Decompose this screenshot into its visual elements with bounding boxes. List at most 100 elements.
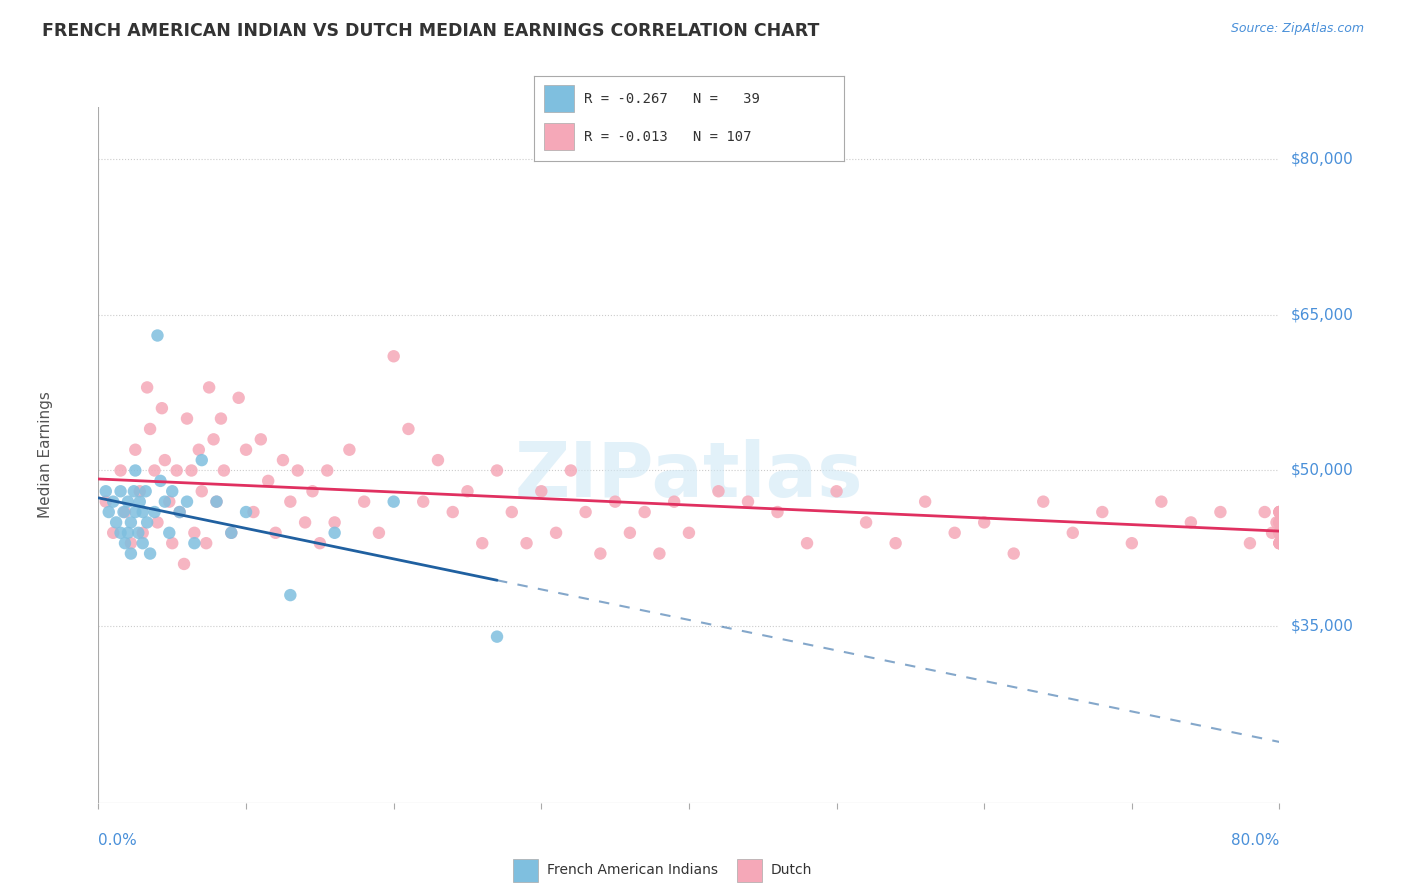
- Point: [1268, 525, 1291, 540]
- Point: [486, 630, 509, 644]
- Point: [202, 433, 225, 447]
- Point: [146, 516, 169, 530]
- Point: [112, 505, 135, 519]
- Text: FRENCH AMERICAN INDIAN VS DUTCH MEDIAN EARNINGS CORRELATION CHART: FRENCH AMERICAN INDIAN VS DUTCH MEDIAN E…: [42, 22, 820, 40]
- Point: [589, 547, 612, 561]
- Point: [1268, 516, 1291, 530]
- Point: [132, 525, 155, 540]
- Point: [110, 525, 132, 540]
- Point: [707, 484, 730, 499]
- Bar: [544, 85, 575, 112]
- Point: [1268, 516, 1291, 530]
- Point: [1268, 536, 1291, 550]
- Point: [486, 463, 509, 477]
- Point: [323, 516, 346, 530]
- Point: [97, 505, 120, 519]
- Point: [183, 536, 205, 550]
- Point: [187, 442, 209, 457]
- Point: [209, 411, 232, 425]
- Point: [235, 505, 257, 519]
- Point: [176, 494, 198, 508]
- Text: 80.0%: 80.0%: [1232, 833, 1279, 848]
- Point: [166, 463, 188, 477]
- Point: [1268, 525, 1291, 540]
- Point: [825, 484, 848, 499]
- Point: [157, 525, 180, 540]
- Point: [278, 588, 302, 602]
- Point: [103, 494, 125, 508]
- Point: [294, 516, 316, 530]
- Point: [153, 494, 176, 508]
- Point: [157, 494, 180, 508]
- Point: [287, 463, 309, 477]
- Point: [135, 484, 157, 499]
- Point: [198, 380, 221, 394]
- Point: [117, 494, 139, 508]
- Point: [103, 525, 125, 540]
- Point: [1261, 525, 1284, 540]
- Point: [309, 536, 332, 550]
- Point: [1180, 516, 1202, 530]
- Point: [796, 536, 818, 550]
- Point: [128, 494, 150, 508]
- Point: [544, 525, 567, 540]
- Point: [1062, 525, 1084, 540]
- Point: [1268, 516, 1291, 530]
- Point: [471, 536, 494, 550]
- Point: [855, 516, 877, 530]
- Point: [127, 525, 149, 540]
- Point: [1268, 505, 1291, 519]
- Point: [973, 516, 995, 530]
- Point: [169, 505, 191, 519]
- Point: [124, 505, 146, 519]
- Point: [1268, 536, 1291, 550]
- Text: Source: ZipAtlas.com: Source: ZipAtlas.com: [1230, 22, 1364, 36]
- Point: [1268, 505, 1291, 519]
- Text: French American Indians: French American Indians: [547, 863, 718, 877]
- Text: $80,000: $80,000: [1291, 152, 1354, 167]
- Text: ZIPatlas: ZIPatlas: [515, 439, 863, 513]
- Point: [146, 328, 169, 343]
- Point: [173, 557, 195, 571]
- Point: [136, 516, 159, 530]
- Point: [94, 484, 117, 499]
- Point: [191, 453, 214, 467]
- Point: [1268, 536, 1291, 550]
- Point: [323, 525, 346, 540]
- Point: [120, 547, 142, 561]
- Point: [120, 536, 142, 550]
- Text: $50,000: $50,000: [1291, 463, 1354, 478]
- Point: [560, 463, 582, 477]
- Point: [176, 411, 198, 425]
- Point: [143, 463, 166, 477]
- Point: [219, 525, 242, 540]
- Point: [124, 442, 146, 457]
- Point: [205, 494, 228, 508]
- Point: [212, 463, 235, 477]
- Point: [180, 463, 202, 477]
- Point: [162, 484, 183, 499]
- Point: [183, 525, 205, 540]
- Point: [242, 505, 264, 519]
- Point: [120, 516, 142, 530]
- Point: [396, 422, 419, 436]
- Point: [884, 536, 907, 550]
- Point: [501, 505, 523, 519]
- Point: [139, 422, 162, 436]
- Point: [136, 380, 159, 394]
- Point: [427, 453, 450, 467]
- Point: [1254, 505, 1277, 519]
- Point: [271, 453, 294, 467]
- Point: [914, 494, 936, 508]
- Point: [382, 494, 405, 508]
- Point: [1265, 516, 1288, 530]
- Point: [1268, 516, 1291, 530]
- Point: [633, 505, 655, 519]
- Point: [1268, 505, 1291, 519]
- Point: [195, 536, 218, 550]
- Point: [1209, 505, 1232, 519]
- Bar: [737, 859, 762, 882]
- Point: [353, 494, 375, 508]
- Point: [169, 505, 191, 519]
- Point: [264, 525, 287, 540]
